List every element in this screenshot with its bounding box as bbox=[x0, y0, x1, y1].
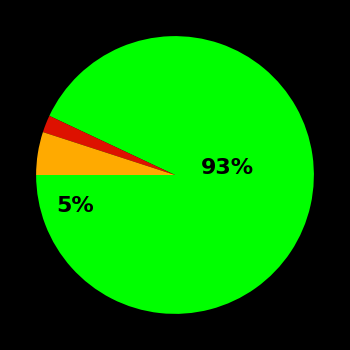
Wedge shape bbox=[36, 36, 314, 314]
Wedge shape bbox=[36, 132, 175, 175]
Text: 5%: 5% bbox=[56, 196, 94, 216]
Wedge shape bbox=[43, 116, 175, 175]
Text: 93%: 93% bbox=[201, 158, 254, 178]
